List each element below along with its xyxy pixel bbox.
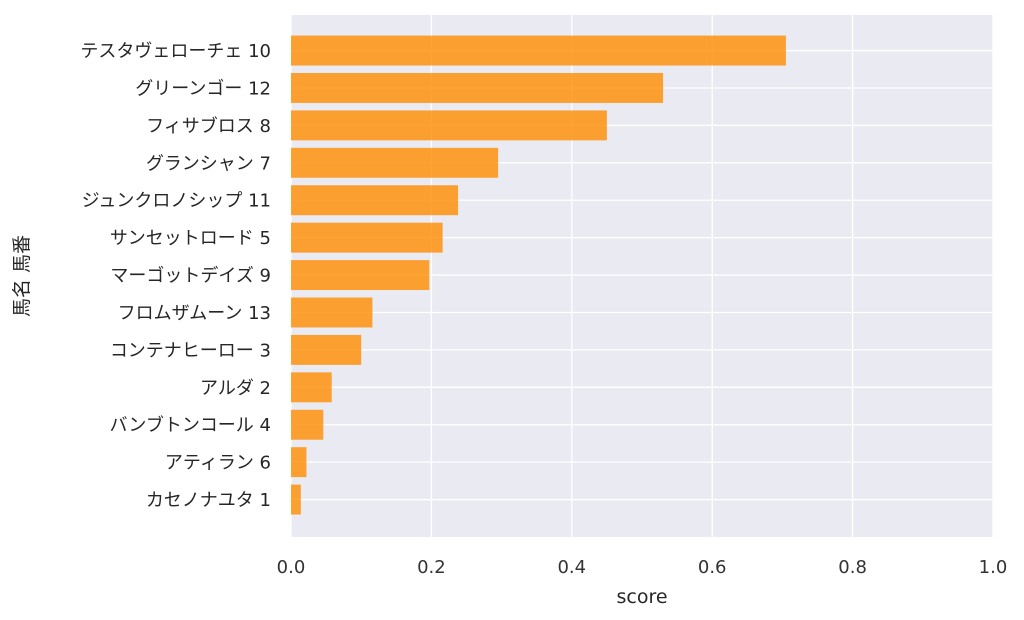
category-label: フロムザムーン 13 xyxy=(118,303,271,324)
bars xyxy=(291,35,786,515)
category-label: ジュンクロノシップ 11 xyxy=(82,191,271,212)
x-tick-label: 0.4 xyxy=(557,557,586,578)
y-axis-label: 馬名 馬番 xyxy=(11,235,33,317)
category-label: フィサブロス 8 xyxy=(146,115,271,137)
category-label: アティラン 6 xyxy=(165,453,271,474)
bar xyxy=(291,222,443,253)
category-label: サンセットロード 5 xyxy=(110,228,271,249)
category-label: カセノナユタ 1 xyxy=(146,490,271,511)
bar xyxy=(291,73,664,103)
category-label: アルダ 2 xyxy=(200,378,271,399)
category-label: テスタヴェローチェ 10 xyxy=(80,41,271,62)
category-label: グリーンゴー 12 xyxy=(135,78,271,99)
bar xyxy=(291,35,786,66)
x-tick-label: 0.8 xyxy=(838,557,867,578)
x-tick-label: 0.6 xyxy=(698,557,727,578)
x-tick-labels: 0.0 0.2 0.4 0.6 0.8 1.0 xyxy=(277,557,1008,578)
bar xyxy=(291,147,499,178)
bar xyxy=(291,334,362,365)
bar xyxy=(291,110,607,141)
x-axis-label: score xyxy=(616,586,667,608)
x-tick-label: 0.2 xyxy=(417,557,446,578)
bar xyxy=(291,185,459,216)
bar xyxy=(291,409,324,440)
bar xyxy=(291,447,307,478)
category-labels: テスタヴェローチェ 10 グリーンゴー 12 フィサブロス 8 グランシャン 7 ジュン… xyxy=(80,41,271,511)
category-label: コンテナヒーロー 3 xyxy=(110,340,271,361)
bar xyxy=(291,297,373,328)
bar xyxy=(291,484,301,515)
category-label: マーゴットデイズ 9 xyxy=(110,266,271,287)
bar xyxy=(291,260,430,291)
category-label: グランシャン 7 xyxy=(146,153,271,174)
bar xyxy=(291,372,332,403)
x-tick-label: 1.0 xyxy=(979,557,1008,578)
category-label: バンブトンコール 4 xyxy=(109,414,271,436)
x-tick-label: 0.0 xyxy=(277,557,306,578)
